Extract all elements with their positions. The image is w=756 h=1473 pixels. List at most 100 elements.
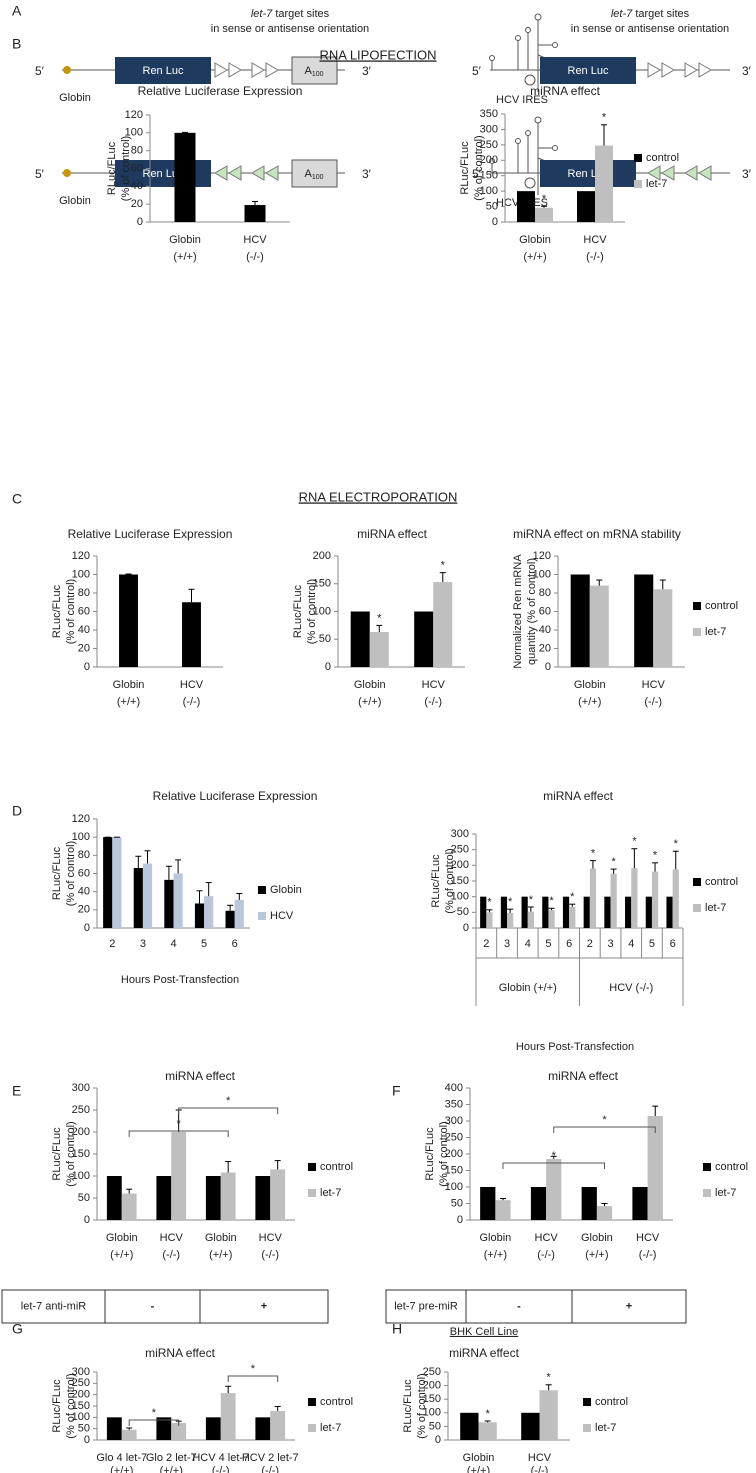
y-tick-label: 150	[480, 170, 498, 182]
y-tick-label: 100	[423, 1407, 441, 1419]
significance: *	[549, 895, 554, 907]
y-tick-label: 50	[486, 200, 498, 212]
bar	[270, 1169, 286, 1220]
panel-label: C	[12, 491, 22, 507]
bracket	[553, 1126, 656, 1133]
x-tick-label: 4	[170, 938, 176, 950]
y-tick-label: 150	[313, 578, 331, 590]
x-tick-label: (-/-)	[537, 1249, 555, 1261]
five-prime: 5′	[472, 64, 482, 78]
bar	[173, 873, 183, 928]
significance: *	[653, 850, 658, 862]
x-tick-label: HCV	[535, 1232, 559, 1244]
bracket	[502, 1162, 605, 1169]
section-title: RNA ELECTROPORATION	[299, 489, 458, 504]
bar	[527, 911, 534, 928]
y-tick-label: 100	[72, 831, 90, 843]
significance: *	[508, 896, 513, 908]
x-tick-label: HCV	[160, 1232, 184, 1244]
x-tick-label: HCV	[583, 234, 607, 246]
y-tick-label: 150	[445, 1164, 463, 1176]
y-tick-label: 100	[72, 1411, 90, 1423]
y-axis-label: (% of control)	[65, 1373, 77, 1438]
three-prime: 3′	[742, 167, 752, 181]
x-tick-label: (+/+)	[467, 1465, 490, 1473]
x-tick-label: 3	[607, 938, 613, 950]
y-axis-label: (% of control)	[306, 579, 318, 644]
y-tick-label: 100	[72, 568, 90, 580]
y-tick-label: 50	[429, 1420, 441, 1432]
bar	[350, 611, 370, 667]
y-tick-label: 200	[72, 1126, 90, 1138]
y-tick-label: 100	[72, 1170, 90, 1182]
y-tick-label: 0	[435, 1434, 441, 1446]
y-tick-label: 250	[480, 139, 498, 151]
table-cell: -	[151, 1300, 155, 1312]
target-site	[251, 62, 265, 78]
legend-label: control	[646, 152, 679, 164]
significance: *	[612, 856, 617, 868]
y-tick-label: 200	[72, 1389, 90, 1401]
panel-label: A	[12, 3, 22, 19]
bracket-label: *	[177, 1118, 182, 1130]
bar	[433, 582, 453, 667]
ires-loop	[525, 130, 531, 136]
y-tick-label: 80	[539, 587, 551, 599]
y-tick-label: 250	[451, 844, 469, 856]
bar	[634, 574, 654, 667]
y-axis-label: (% of control)	[65, 579, 77, 644]
y-tick-label: 20	[78, 642, 90, 654]
bar	[495, 1200, 511, 1220]
bar	[478, 1422, 497, 1440]
group-label: Globin (+/+)	[499, 982, 557, 994]
y-tick-label: 350	[445, 1098, 463, 1110]
y-tick-label: 0	[457, 1214, 463, 1226]
y-tick-label: 40	[539, 624, 551, 636]
chart-title: miRNA effect	[145, 1346, 215, 1360]
y-tick-label: 50	[457, 906, 469, 918]
y-tick-label: 100	[451, 891, 469, 903]
bar	[255, 1176, 271, 1220]
reporter-box	[540, 160, 636, 187]
x-tick-label: HCV	[642, 679, 666, 691]
bracket-label: *	[251, 1363, 256, 1375]
legend-swatch	[693, 904, 701, 912]
x-tick-label: (+/+)	[209, 1249, 232, 1261]
y-tick-label: 50	[78, 1423, 90, 1435]
bar	[480, 896, 487, 928]
section-title: RNA LIPOFECTION	[319, 47, 436, 62]
bar	[133, 868, 143, 928]
legend-label: HCV	[270, 910, 294, 922]
y-tick-label: 250	[445, 1131, 463, 1143]
legend-label: let-7	[320, 1187, 341, 1199]
bar	[595, 145, 613, 222]
y-tick-label: 40	[78, 624, 90, 636]
three-prime: 3′	[362, 64, 372, 78]
bar	[112, 837, 122, 928]
ires-loop	[524, 177, 536, 189]
x-tick-label: (-/-)	[586, 251, 604, 263]
y-axis-label: RLuc/FLuc	[51, 584, 63, 638]
legend-label: control	[320, 1161, 353, 1173]
y-tick-label: 100	[313, 605, 331, 617]
y-axis-label: RLuc/FLuc	[292, 584, 304, 638]
legend-swatch	[703, 1189, 711, 1197]
bar	[651, 871, 659, 928]
polya-box	[291, 56, 338, 85]
x-tick-label: Globin	[354, 679, 386, 691]
legend-swatch	[703, 1163, 711, 1171]
target-site	[251, 165, 265, 181]
table-header: let-7 anti-miR	[21, 1300, 86, 1312]
y-axis-label: (% of control)	[444, 848, 456, 913]
y-tick-label: 50	[319, 633, 331, 645]
x-axis-label: Hours Post-Transfection	[121, 974, 239, 986]
x-tick-label: (-/-)	[261, 1465, 279, 1473]
panel-label: F	[392, 1083, 401, 1099]
target-site	[214, 62, 228, 78]
bar	[596, 1206, 613, 1220]
polya-label: A100	[304, 168, 323, 181]
x-tick-label: (+/+)	[578, 696, 601, 708]
y-tick-label: 300	[72, 1082, 90, 1094]
target-site	[684, 62, 698, 78]
